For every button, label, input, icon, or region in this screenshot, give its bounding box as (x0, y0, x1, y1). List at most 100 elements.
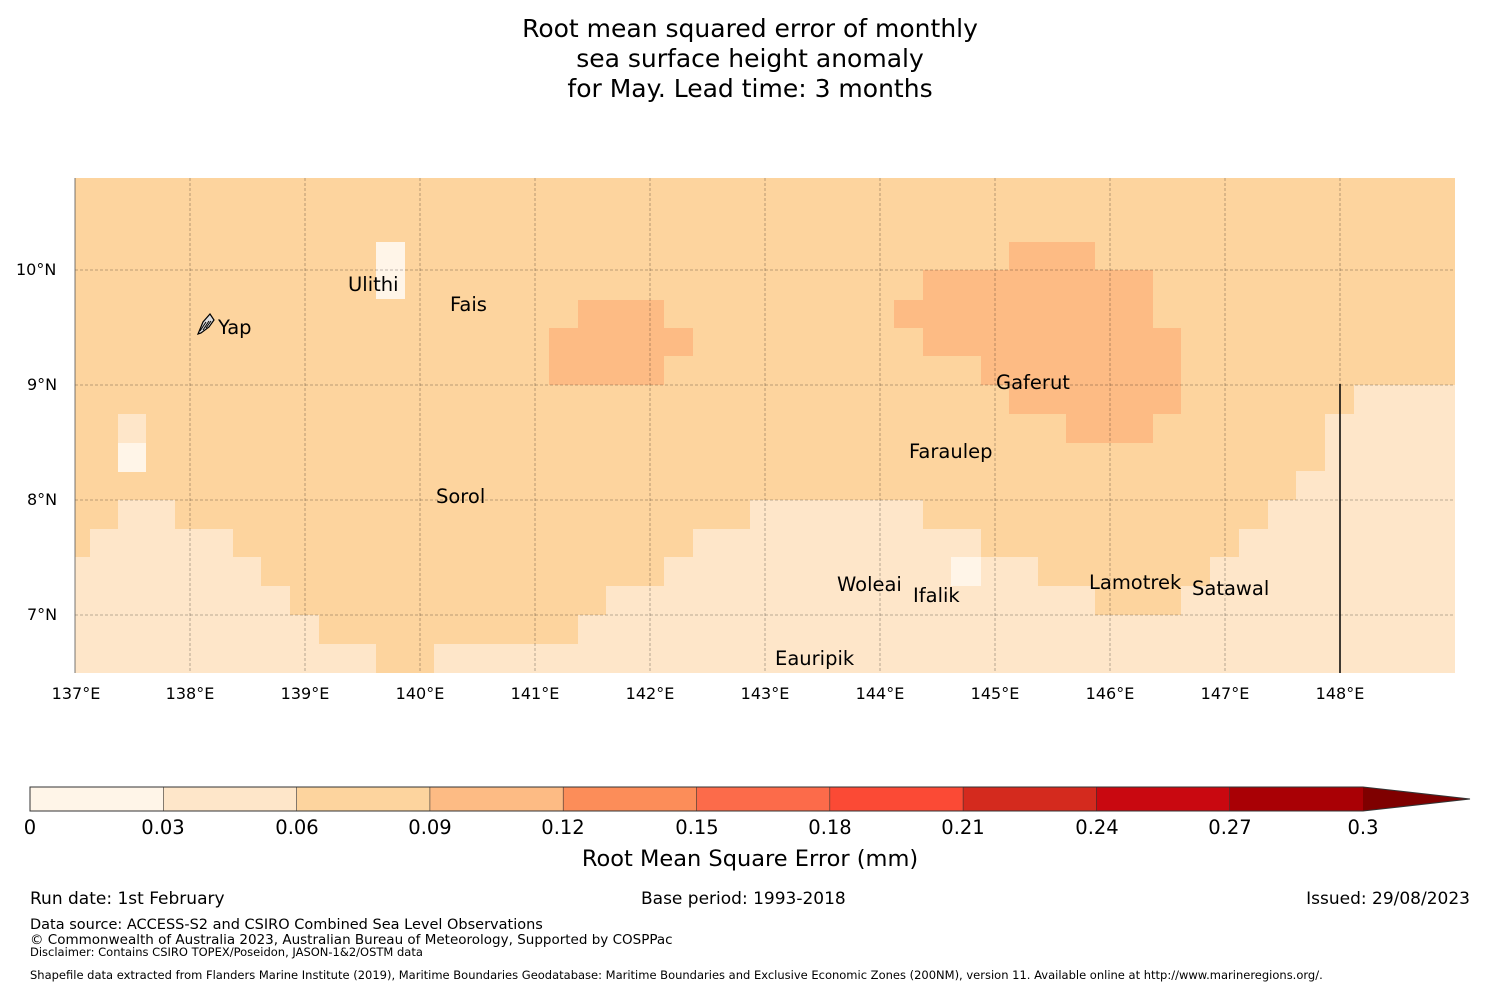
colorbar-tick-label: 0 (23, 816, 37, 839)
rmse-cell (606, 586, 664, 673)
colorbar (29, 786, 1471, 812)
rmse-cell (1181, 586, 1210, 673)
place-label-lamotrek: Lamotrek (1089, 571, 1182, 594)
rmse-cell (261, 586, 290, 673)
colorbar-segment (1096, 787, 1231, 811)
colorbar-segment (1229, 787, 1364, 811)
colorbar-label: Root Mean Square Error (mm) (581, 846, 919, 872)
colorbar-tick-label: 0.18 (808, 816, 852, 839)
colorbar-segment (829, 787, 964, 811)
rmse-cell (118, 414, 146, 443)
copyright-notice: © Commonwealth of Australia 2023, Austra… (30, 932, 673, 948)
place-label-eauripik: Eauripik (775, 647, 855, 670)
colorbar-tick-label: 0.09 (408, 816, 452, 839)
lon-label: 144°E (855, 684, 905, 703)
lon-label: 146°E (1085, 684, 1135, 703)
lon-label: 145°E (970, 684, 1020, 703)
rmse-cell (233, 557, 261, 673)
rmse-cell (1009, 242, 1095, 270)
colorbar-tick-label: 0.12 (541, 816, 585, 839)
place-label-faraulep: Faraulep (909, 440, 993, 463)
place-label-gaferut: Gaferut (996, 371, 1070, 394)
rmse-cell (118, 500, 175, 673)
colorbar-outline (29, 786, 1471, 812)
lon-label: 139°E (280, 684, 330, 703)
rmse-cell (1066, 414, 1153, 443)
rmse-cell (981, 557, 1038, 673)
title-line-1: Root mean squared error of monthly (522, 14, 978, 43)
rmse-cell (549, 328, 693, 356)
place-label-sorol: Sorol (436, 485, 486, 508)
rmse-cell (578, 615, 606, 673)
place-label-fais: Fais (450, 293, 487, 316)
colorbar-extend-arrow (1363, 787, 1470, 811)
run-date: Run date: 1st February (30, 889, 225, 909)
colorbar-tick-label: 0.24 (1075, 816, 1119, 839)
data-source: Data source: ACCESS-S2 and CSIRO Combine… (30, 917, 543, 933)
colorbar-segment (696, 787, 831, 811)
place-label-ulithi: Ulithi (348, 273, 399, 296)
rmse-cell (434, 644, 578, 673)
rmse-cell (319, 644, 376, 673)
disclaimer: Disclaimer: Contains CSIRO TOPEX/Poseido… (30, 945, 423, 959)
lon-label: 142°E (625, 684, 675, 703)
rmse-cell (1095, 615, 1181, 673)
graticule (74, 178, 1455, 673)
rmse-cell (578, 300, 664, 328)
colorbar-segment (563, 787, 697, 811)
issued-date: Issued: 29/08/2023 (1306, 889, 1470, 909)
rmse-cell (664, 557, 693, 673)
place-label-satawal: Satawal (1192, 577, 1270, 600)
colorbar-segment (30, 787, 164, 811)
colorbar-tick-label: 0.03 (141, 816, 185, 839)
lon-label: 140°E (395, 684, 445, 703)
place-label-yap: Yap (218, 316, 252, 339)
colorbar-segment (296, 787, 431, 811)
shapefile-credit: Shapefile data extracted from Flanders M… (30, 968, 1323, 982)
rmse-cell (290, 615, 319, 673)
place-label-ifalik: Ifalik (913, 584, 960, 607)
colorbar-tick-label: 0.15 (675, 816, 719, 839)
rmse-cell (376, 242, 405, 299)
rmse-cell (750, 500, 923, 673)
rmse-cell (1239, 529, 1268, 673)
lon-label: 141°E (510, 684, 560, 703)
rmse-cell (693, 529, 750, 673)
rmse-cell (1009, 385, 1181, 414)
lon-label: 143°E (740, 684, 790, 703)
rmse-cell (951, 557, 981, 586)
colorbar-segment (429, 787, 564, 811)
lon-label: 138°E (165, 684, 215, 703)
rmse-cell (1038, 586, 1095, 673)
rmse-cell (1296, 471, 1325, 673)
rmse-cell (175, 529, 233, 673)
lon-label: 148°E (1315, 684, 1365, 703)
colorbar-tick-label: 0.27 (1208, 816, 1252, 839)
rmse-cell (923, 270, 1153, 300)
rmse-cell (75, 557, 90, 673)
rmse-cell (981, 356, 1181, 385)
colorbar-tick-label: 0.06 (275, 816, 319, 839)
place-label-woleai: Woleai (837, 573, 902, 596)
lat-label: 8°N (27, 490, 58, 509)
colorbar-tick-label: 0.21 (941, 816, 985, 839)
lat-label: 7°N (27, 605, 58, 624)
chart-title: Root mean squared error of monthly sea s… (0, 14, 1500, 104)
rmse-cell (118, 443, 146, 472)
colorbar-tick-label: 0.3 (1347, 816, 1379, 839)
lon-label: 147°E (1200, 684, 1250, 703)
rmse-cell (1210, 557, 1239, 673)
title-line-3: for May. Lead time: 3 months (567, 74, 933, 103)
title-line-2: sea surface height anomaly (576, 44, 924, 73)
rmse-cell (1268, 500, 1296, 673)
rmse-cell (894, 300, 1153, 328)
lon-label: 137°E (51, 684, 101, 703)
rmse-cell (549, 356, 664, 385)
rmse-cell (1354, 385, 1455, 673)
lat-label: 10°N (16, 260, 57, 279)
yap-island-icon (196, 313, 215, 335)
rmse-cell (923, 328, 1181, 356)
colorbar-segment (163, 787, 298, 811)
rmse-cell (90, 529, 118, 673)
